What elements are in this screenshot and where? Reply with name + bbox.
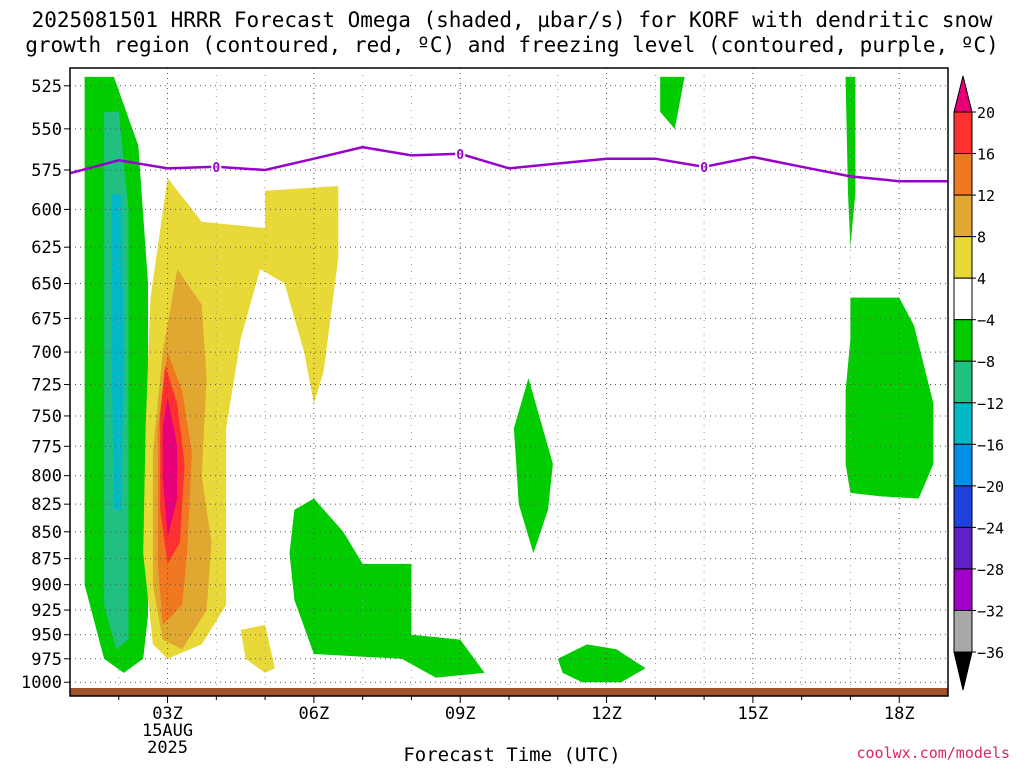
y-tick-label: 1000 <box>21 673 62 693</box>
y-tick-label: 625 <box>31 238 62 258</box>
y-tick-label: 600 <box>31 200 62 220</box>
y-tick-label: 725 <box>31 376 62 396</box>
colorbar-box <box>953 402 973 445</box>
colorbar-bottom-arrow <box>953 651 973 691</box>
freezing-level-label-bg <box>699 159 710 174</box>
y-tick-label: 750 <box>31 407 62 427</box>
freezing-level-label: 0 <box>700 161 708 176</box>
x-tick-label: 12Z <box>591 704 622 724</box>
colorbar-box <box>953 360 973 404</box>
freezing-level-label-bg <box>455 146 466 161</box>
x-tick-label: 06Z <box>299 704 330 724</box>
colorbar-label: −32 <box>977 602 1004 620</box>
colorbar-box <box>953 568 973 611</box>
colorbar-label: −24 <box>977 519 1004 537</box>
colorbar-label: 4 <box>977 270 986 288</box>
omega-region-4 <box>240 624 275 673</box>
colorbar-box <box>953 153 973 196</box>
omega-region-9 <box>289 498 485 678</box>
omega-region-11 <box>557 644 646 683</box>
y-tick-label: 950 <box>31 626 62 646</box>
y-tick-label: 825 <box>31 495 62 515</box>
freezing-level-label: 0 <box>456 148 464 163</box>
omega-region-12 <box>660 76 685 129</box>
colorbar-top-arrow <box>953 75 973 113</box>
y-tick-label: 800 <box>31 467 62 487</box>
omega-region-10 <box>513 378 553 554</box>
y-tick-label: 975 <box>31 650 62 670</box>
colorbar-box <box>953 236 973 279</box>
x-tick-label: 09Z <box>445 704 476 724</box>
colorbar-label: −12 <box>977 395 1004 413</box>
colorbar-box <box>953 319 973 362</box>
colorbar-label: 16 <box>977 146 995 164</box>
omega-region-8 <box>162 397 178 538</box>
colorbar-label: −20 <box>977 478 1004 496</box>
colorbar-label: −16 <box>977 436 1004 454</box>
y-tick-label: 900 <box>31 576 62 596</box>
colorbar-box <box>953 526 973 570</box>
freezing-level-label: 0 <box>212 161 220 176</box>
omega-region-14 <box>845 297 934 499</box>
omega-shaded-regions <box>84 76 934 683</box>
x-tick-date: 15AUG <box>142 721 193 741</box>
chart-title-line-2: growth region (contoured, red, ºC) and f… <box>25 33 999 57</box>
chart-title-line-1: 2025081501 HRRR Forecast Omega (shaded, … <box>31 8 993 32</box>
colorbar-label: −36 <box>977 644 1004 662</box>
colorbar-label: −8 <box>977 353 995 371</box>
y-tick-label: 875 <box>31 550 62 570</box>
y-tick-label: 525 <box>31 77 62 97</box>
omega-region-2 <box>111 193 124 510</box>
ground-surface <box>70 688 948 696</box>
colorbar: 20 16 12 8 4 −4 −8 −12 −16 −20 −24 −28 −32 −36 <box>953 75 1004 691</box>
y-tick-label: 575 <box>31 161 62 181</box>
colorbar-box <box>953 609 973 653</box>
y-tick-label: 550 <box>31 120 62 140</box>
x-tick-label: 03Z <box>152 704 183 724</box>
surface-strip <box>70 688 948 696</box>
x-tick-year: 2025 <box>147 738 188 758</box>
colorbar-box <box>953 194 973 238</box>
y-tick-label: 775 <box>31 437 62 457</box>
omega-region-13 <box>845 76 856 248</box>
x-tick-label: 15Z <box>738 704 769 724</box>
colorbar-box <box>953 111 973 155</box>
y-axis-ticks: 525 550 575 600 625 650 675 700 725 750 775 800 825 8… <box>21 77 70 693</box>
x-tick-label: 18Z <box>884 704 915 724</box>
colorbar-label: 8 <box>977 229 986 247</box>
colorbar-label: 12 <box>977 187 995 205</box>
credit-link[interactable]: coolwx.com/models <box>856 744 1010 762</box>
colorbar-box <box>953 485 973 528</box>
colorbar-label: −28 <box>977 561 1004 579</box>
freezing-level-label-bg <box>211 159 222 174</box>
colorbar-box <box>953 277 973 321</box>
y-tick-label: 650 <box>31 274 62 294</box>
colorbar-box <box>953 443 973 487</box>
y-tick-label: 700 <box>31 343 62 363</box>
freezing-level-contour: 0 0 0 <box>69 145 948 183</box>
y-tick-label: 675 <box>31 309 62 329</box>
y-tick-label: 925 <box>31 601 62 621</box>
x-axis-label: Forecast Time (UTC) <box>403 744 621 766</box>
colorbar-label: −4 <box>977 312 995 330</box>
y-tick-label: 850 <box>31 523 62 543</box>
colorbar-label: 20 <box>977 104 995 122</box>
